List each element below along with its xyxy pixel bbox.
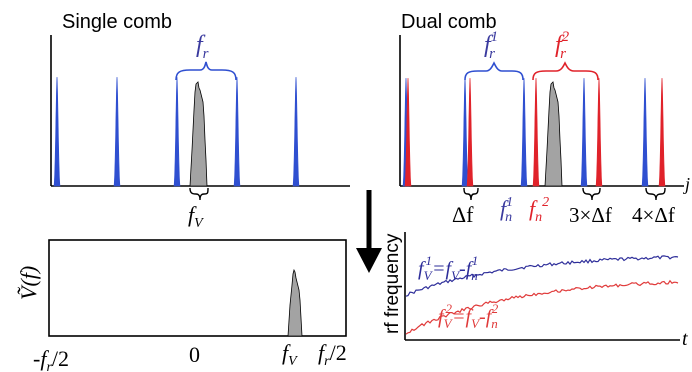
rf-trace-red (405, 279, 679, 335)
single-comb-signal-label: fV (188, 202, 204, 231)
comb2-tooth (595, 77, 603, 187)
comb1-tooth (641, 77, 649, 187)
rf-panel-axes (404, 232, 680, 341)
dual-comb-title: Dual comb (401, 11, 497, 33)
spectrum-panel-frame (48, 239, 347, 337)
tick-zero: 0 (189, 342, 200, 367)
dual-comb-axes (399, 35, 684, 187)
down-arrow (356, 190, 382, 273)
rf-trace-red-label: fV2=fV-fn2 (438, 301, 499, 331)
comb2-tooth (404, 77, 412, 187)
comb1-tooth (580, 77, 588, 187)
tick-minus-half-fr: -fr/2 (33, 346, 69, 372)
three-delta-f-brace (582, 187, 601, 201)
single-comb-title: Single comb (62, 11, 172, 33)
comb-tooth (292, 76, 300, 187)
dual-comb-spacing2-brace (532, 61, 599, 81)
dual-comb-difference-braces (463, 187, 666, 201)
tick-half-fr: fr/2 (318, 340, 347, 369)
single-comb-signal-brace (189, 187, 209, 201)
dual-comb-axis-tail: j (683, 174, 690, 194)
single-comb-spacing-label: fr (196, 32, 209, 62)
dual-comb-teeth (402, 77, 666, 187)
delta-f-brace (463, 187, 479, 201)
rf-trace-blue (405, 255, 679, 297)
three-delta-f-label: 3×Δf (569, 203, 612, 227)
rf-panel-ylabel: rf frequency (382, 233, 403, 334)
tick-fv: fV (282, 340, 298, 369)
comb2-tooth (658, 77, 666, 187)
delta-f-label: Δf (452, 202, 474, 227)
comb2-tooth (466, 77, 474, 187)
comb1-tooth (520, 77, 528, 187)
comb1-tooth (461, 77, 469, 187)
single-comb-spacing-brace (175, 61, 237, 81)
single-comb-signal-peak (189, 81, 208, 187)
comb-tooth (233, 76, 241, 187)
fn2-label: fn2 (529, 195, 549, 225)
dual-comb-spacing1-brace (464, 61, 524, 81)
single-comb-teeth (53, 76, 300, 187)
comb-tooth (113, 76, 121, 187)
fn1-label: f1 n (500, 195, 513, 225)
four-delta-f-brace (645, 187, 666, 201)
comb2-tooth (532, 77, 540, 187)
spectrum-signal-peak (287, 268, 303, 337)
dual-comb-signal-peak (544, 81, 563, 187)
rf-trace-blue-label: fV1=fV-fn1 (418, 253, 478, 283)
spectrum-ticks: -fr/2 0 fV fr/2 (33, 340, 347, 372)
comb-tooth (173, 76, 181, 187)
spectrum-panel-ylabel: Ṽ(f) (16, 266, 41, 300)
dual-comb-spacing2-label: f2 r (555, 29, 570, 62)
four-delta-f-label: 4×Δf (632, 203, 675, 227)
rf-panel-xlabel: t (682, 328, 688, 350)
dual-comb-spacing1-label: f1 r (484, 29, 498, 62)
comb-tooth (53, 76, 61, 187)
